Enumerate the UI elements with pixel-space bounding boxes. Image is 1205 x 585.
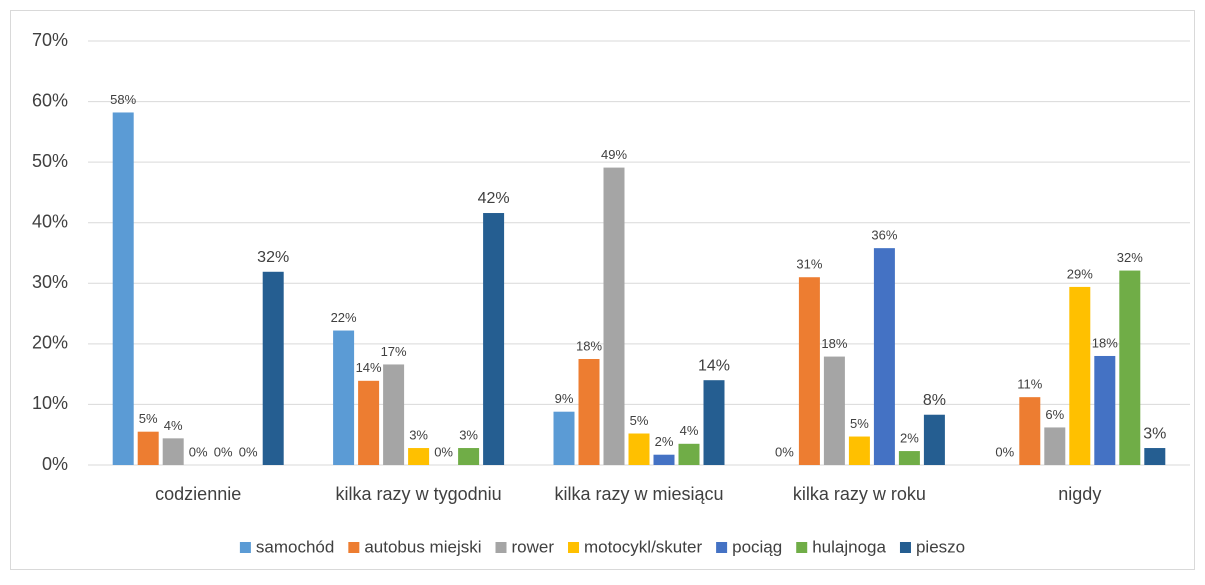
legend-swatch [796,542,808,553]
value-label: 32% [1117,250,1143,265]
legend-label: autobus miejski [364,537,481,556]
value-label: 3% [1143,425,1166,442]
value-label: 17% [381,344,407,359]
x-tick-label: nigdy [1058,484,1101,504]
legend-swatch [239,542,251,553]
bar [678,443,700,465]
y-tick-label: 20% [32,333,68,353]
value-label: 3% [409,427,428,442]
bar [578,359,600,465]
legend-label: samochód [256,537,334,556]
value-label: 8% [923,392,946,409]
y-tick-label: 50% [32,151,68,171]
bar [333,330,355,465]
bar [162,438,184,465]
value-label: 18% [576,338,602,353]
bar [483,213,505,465]
legend-swatch [348,542,360,553]
bar [653,454,675,465]
bar [848,436,870,465]
value-label: 0% [775,444,794,459]
value-label: 0% [434,444,453,459]
value-label: 49% [601,147,627,162]
value-label: 0% [995,444,1014,459]
value-label: 4% [164,418,183,433]
value-label: 5% [630,413,649,428]
legend-swatch [568,542,580,553]
legend-label: motocykl/skuter [584,537,702,556]
value-label: 3% [459,427,478,442]
legend-swatch [716,542,728,553]
legend-label: rower [512,537,555,556]
legend-label: pieszo [916,537,965,556]
value-label: 5% [139,411,158,426]
bar [603,167,625,465]
bar [553,411,575,465]
bar [383,364,405,465]
bar [358,380,380,465]
value-label: 2% [900,431,919,446]
value-label: 36% [871,228,897,243]
value-label: 4% [680,423,699,438]
bar [1119,270,1141,465]
value-label: 5% [850,416,869,431]
value-label: 14% [698,357,730,374]
value-label: 29% [1067,266,1093,281]
bar [112,112,134,465]
value-label: 14% [356,360,382,375]
value-label: 32% [257,249,289,266]
value-label: 0% [189,444,208,459]
y-tick-label: 60% [32,90,68,110]
bar [873,248,895,465]
bar [1019,397,1041,465]
bar [798,277,820,465]
bar [1069,286,1091,465]
bar [628,433,650,465]
value-label: 0% [239,444,258,459]
bar [703,380,725,465]
y-tick-label: 70% [32,30,68,50]
bar [137,431,159,465]
bar [458,448,480,465]
x-tick-label: kilka razy w roku [793,484,926,504]
y-tick-label: 40% [32,211,68,231]
bar [1044,427,1066,465]
legend-label: hulajnoga [812,537,886,556]
bar [898,451,920,465]
value-label: 11% [1017,377,1042,392]
y-tick-label: 30% [32,272,68,292]
bar [923,414,945,465]
value-label: 42% [478,190,510,207]
value-label: 31% [796,257,822,272]
x-tick-label: codziennie [155,484,241,504]
y-tick-label: 10% [32,393,68,413]
bar [1094,355,1116,465]
x-tick-label: kilka razy w tygodniu [336,484,502,504]
value-label: 6% [1045,407,1064,422]
value-label: 18% [1092,335,1118,350]
value-label: 0% [214,444,233,459]
chart-frame [10,10,1195,570]
value-label: 2% [655,434,674,449]
value-label: 18% [821,336,847,351]
y-tick-label: 0% [42,454,68,474]
bar [262,271,284,465]
legend-swatch [899,542,911,553]
value-label: 58% [110,92,136,107]
x-tick-label: kilka razy w miesiącu [554,484,723,504]
legend-label: pociąg [732,537,782,556]
legend-swatch [495,542,507,553]
bar [823,356,845,465]
value-label: 22% [331,310,357,325]
bar [1144,448,1166,465]
bar [408,448,430,465]
value-label: 9% [555,391,574,406]
